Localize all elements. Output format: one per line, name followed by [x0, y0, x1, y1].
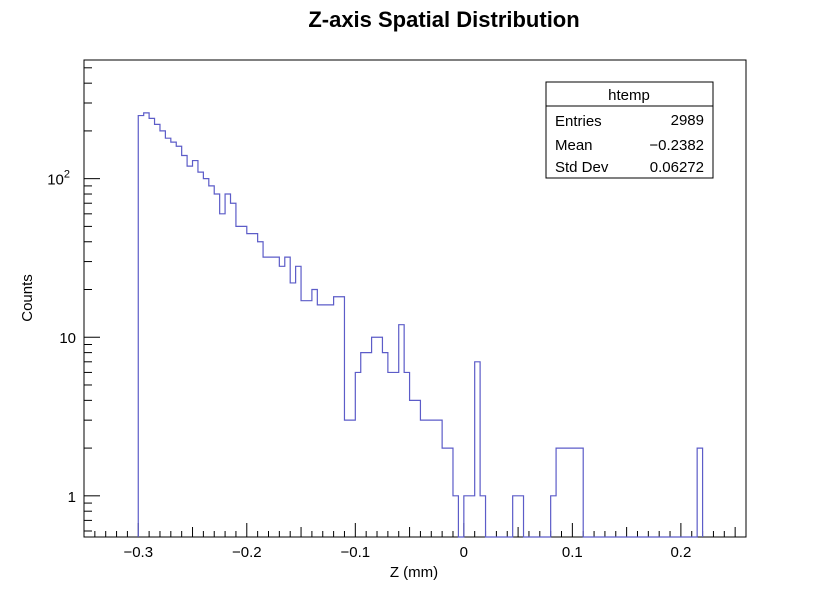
stats-mean-label: Mean — [555, 137, 593, 154]
x-axis: −0.3 −0.2 −0.1 0 0.1 0.2 — [83, 523, 747, 561]
y-tick-label-base: 1 — [68, 489, 76, 506]
y-tick-label-exponent: 2 — [64, 169, 70, 181]
stats-stddev-label: Std Dev — [555, 159, 609, 176]
stats-entries-value: 2989 — [671, 112, 704, 129]
stats-box-frame — [545, 81, 714, 179]
chart-title: Z-axis Spatial Distribution — [308, 7, 579, 32]
x-tick-label: −0.1 — [340, 544, 370, 561]
stats-box-title: htemp — [608, 87, 650, 104]
y-tick-label-base: 10 — [59, 330, 76, 347]
stats-box: htemp Entries 2989 Mean −0.2382 Std Dev … — [545, 81, 714, 179]
x-tick-label: 0 — [460, 544, 468, 561]
y-tick-label: 1 — [68, 489, 76, 506]
plot-frame — [83, 59, 747, 538]
stats-entries-label: Entries — [555, 113, 602, 130]
x-tick-label: 0.1 — [562, 544, 583, 561]
x-tick-label: 0.2 — [670, 544, 691, 561]
y-axis-label: Counts — [19, 274, 36, 322]
stats-stddev-value: 0.06272 — [650, 159, 704, 176]
x-axis-label: Z (mm) — [390, 564, 438, 581]
x-tick-label: −0.2 — [232, 544, 262, 561]
x-tick-label: −0.3 — [123, 544, 153, 561]
histogram-line — [137, 112, 704, 538]
y-tick-label: 102 — [47, 169, 70, 189]
y-tick-label-base: 10 — [47, 172, 64, 189]
stats-mean-value: −0.2382 — [649, 137, 704, 154]
y-tick-label: 10 — [59, 330, 76, 347]
